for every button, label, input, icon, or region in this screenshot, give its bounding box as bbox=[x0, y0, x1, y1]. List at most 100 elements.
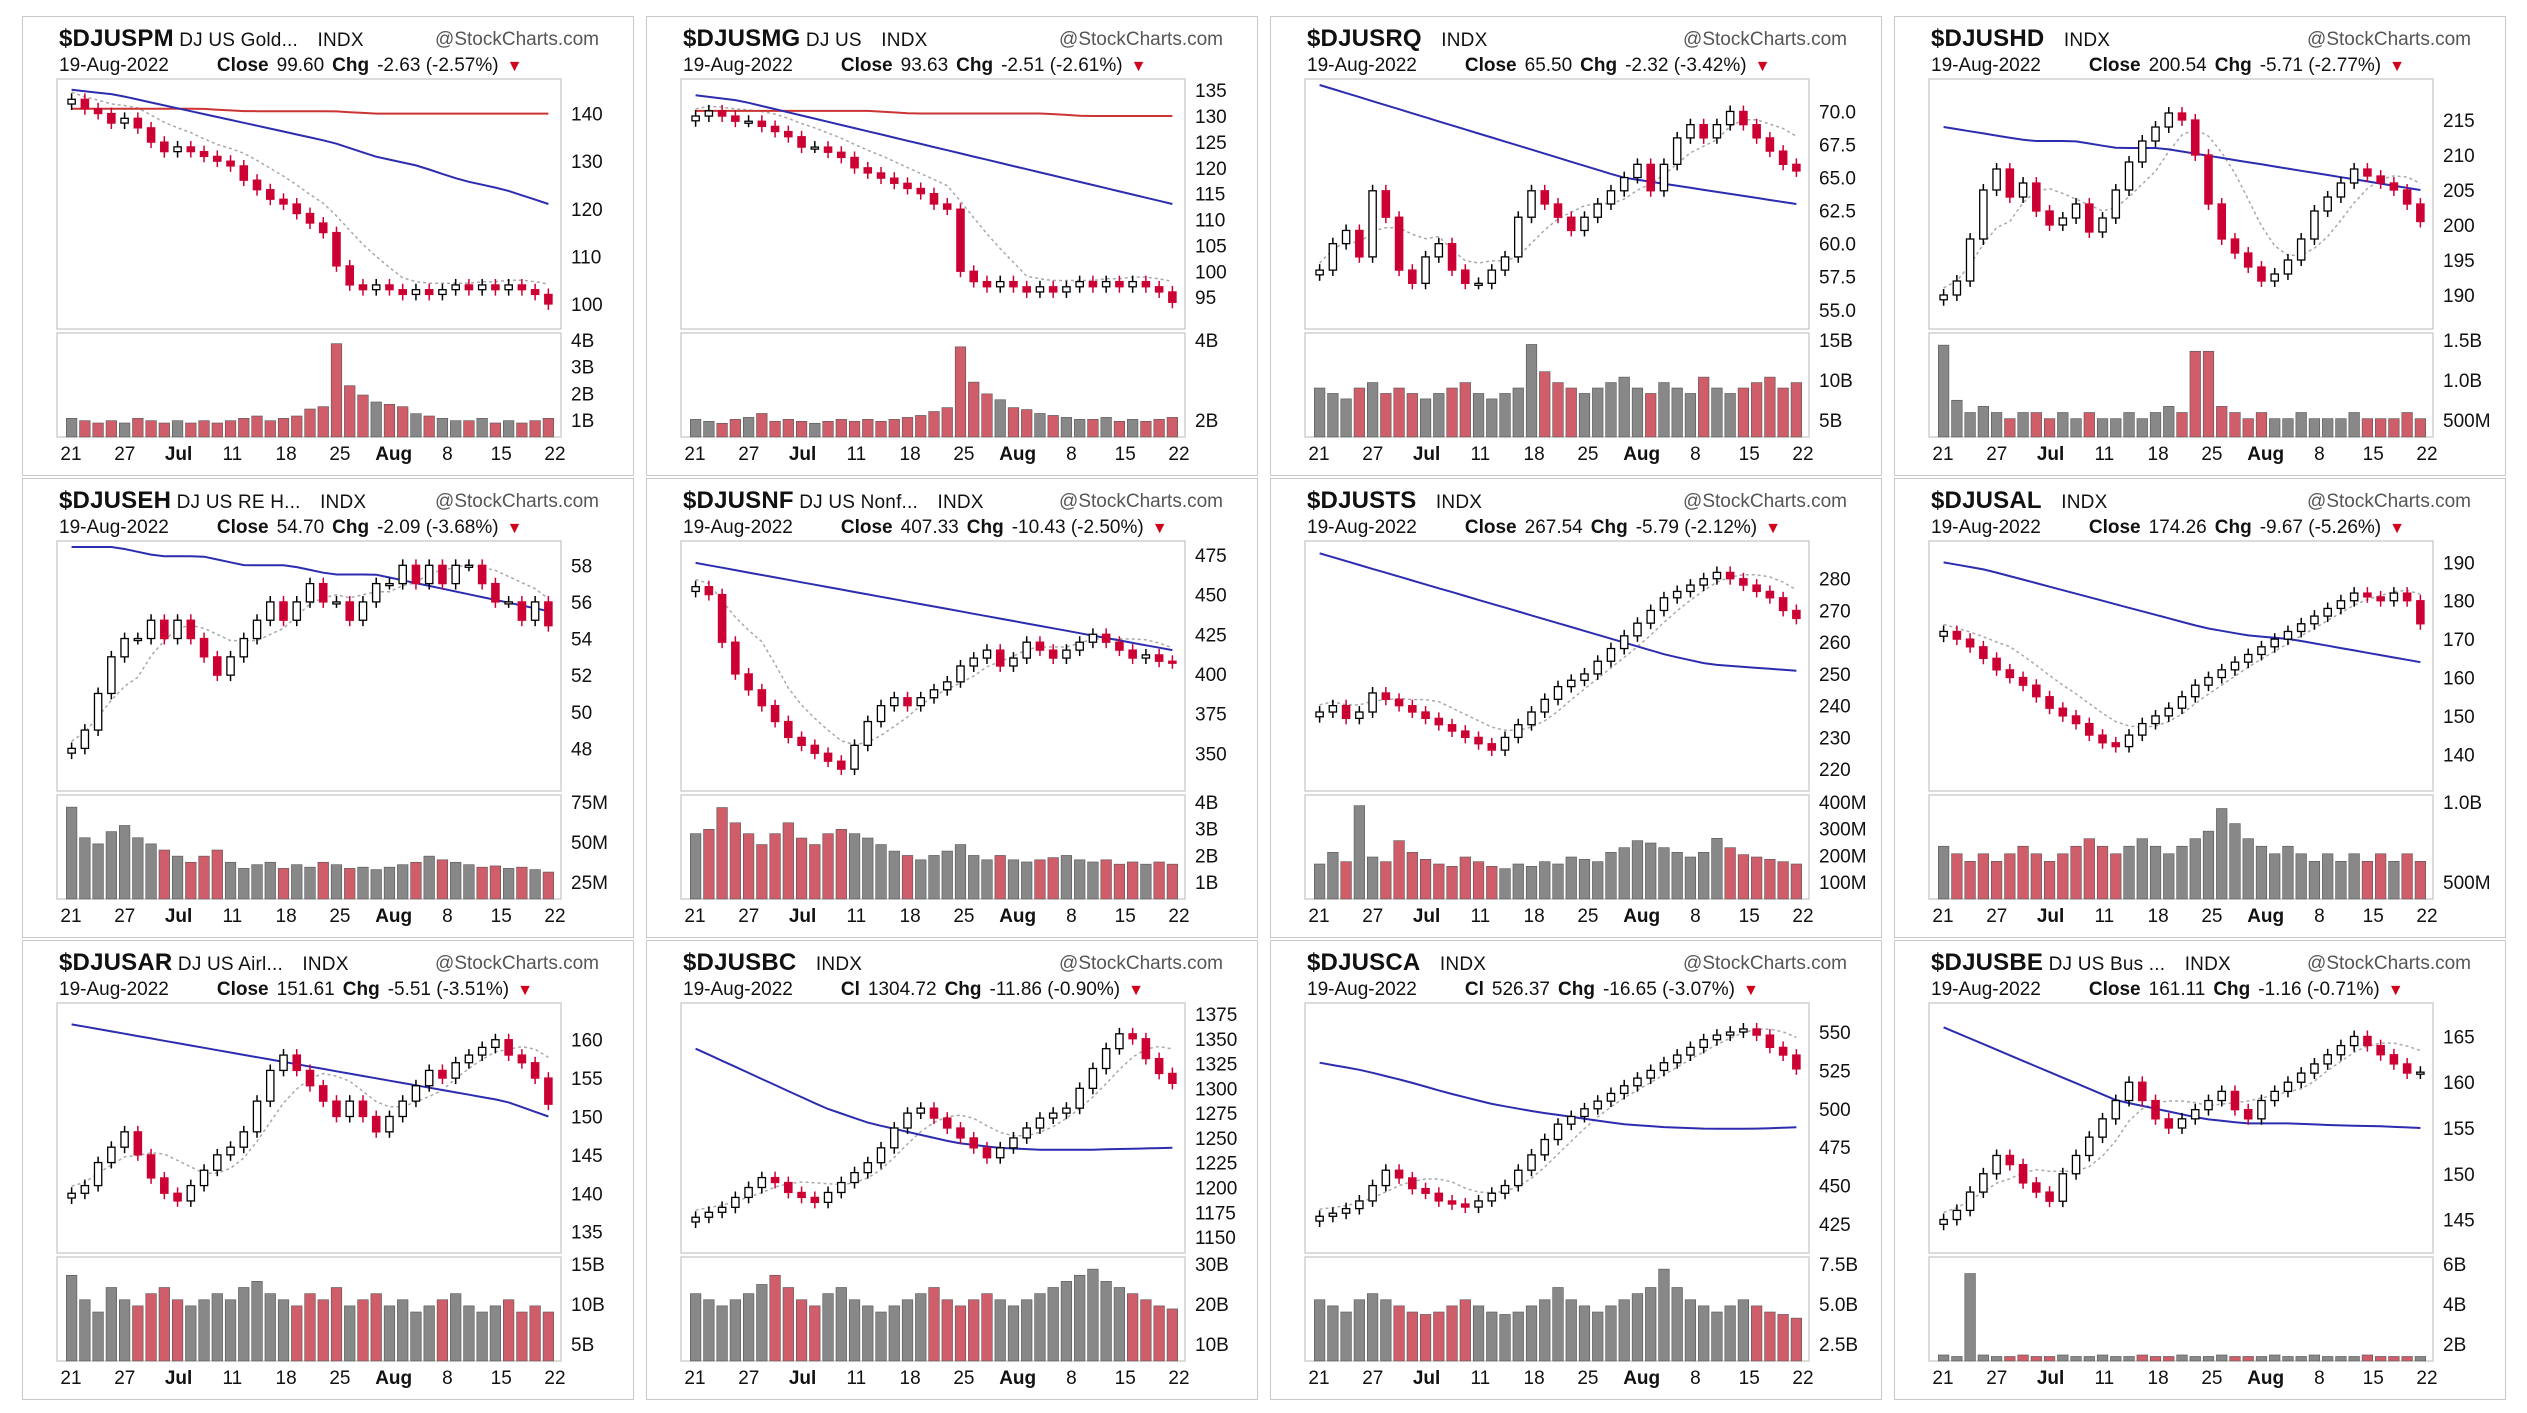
price-plot-frame bbox=[1304, 540, 1810, 792]
volume-tick-label: 100M bbox=[1819, 873, 1867, 894]
candle-body bbox=[2296, 623, 2306, 633]
symbol-title[interactable]: $DJUSAL INDX bbox=[1931, 487, 2107, 515]
volume-bar bbox=[1446, 387, 1458, 438]
x-tick-label: Jul bbox=[1413, 444, 1440, 465]
volume-bar bbox=[516, 422, 528, 438]
candle-body bbox=[2402, 189, 2412, 205]
volume-bar bbox=[2083, 838, 2095, 900]
candle-body bbox=[491, 1039, 500, 1049]
candle-body bbox=[1540, 190, 1550, 205]
volume-bar bbox=[1393, 1305, 1405, 1362]
candle-body bbox=[691, 1216, 700, 1223]
volume-bar bbox=[729, 822, 741, 900]
candle-body bbox=[292, 1054, 302, 1072]
candle-body bbox=[2283, 259, 2293, 275]
chg-label: Chg bbox=[956, 55, 994, 76]
chart-panel-djusbe[interactable]: $DJUSBE DJ US Bus ... INDX @StockCharts.c… bbox=[1894, 940, 2506, 1400]
volume-bar bbox=[1724, 1305, 1736, 1362]
index-type: INDX bbox=[2058, 30, 2111, 51]
chart-panel-djusmg[interactable]: $DJUSMG DJ US INDX @StockCharts.com 19-Aug… bbox=[646, 16, 1258, 476]
volume-bar bbox=[1552, 1287, 1564, 1362]
symbol-title[interactable]: $DJUSBC INDX bbox=[683, 949, 862, 977]
candle-body bbox=[889, 177, 899, 184]
symbol-title[interactable]: $DJUSBE DJ US Bus ... INDX bbox=[1931, 949, 2231, 977]
volume-bar bbox=[370, 401, 382, 438]
candle-body bbox=[2389, 1054, 2399, 1065]
volume-bar bbox=[2308, 861, 2321, 900]
x-tick-label: 22 bbox=[2416, 1368, 2437, 1389]
candle-body bbox=[2071, 203, 2081, 219]
x-tick-label: Aug bbox=[999, 1368, 1036, 1389]
chart-panel-djusbc[interactable]: $DJUSBC INDX @StockCharts.com 19-Aug-2022 C… bbox=[646, 940, 1258, 1400]
chart-panel-djuseh[interactable]: $DJUSEH DJ US RE H... INDX @StockCharts.c… bbox=[22, 478, 634, 938]
close-label: Close bbox=[840, 55, 893, 76]
candle-body bbox=[1500, 1184, 1510, 1194]
down-triangle-icon: ▼ bbox=[2389, 58, 2405, 75]
ma50-line bbox=[695, 1047, 1173, 1151]
candle-body bbox=[744, 673, 753, 691]
candle-body bbox=[2270, 273, 2279, 282]
x-tick-label: 15 bbox=[1115, 444, 1136, 465]
x-tick-label: 27 bbox=[114, 906, 135, 927]
symbol-title[interactable]: $DJUSEH DJ US RE H... INDX bbox=[59, 487, 366, 515]
volume-bar bbox=[118, 422, 131, 438]
symbol-title[interactable]: $DJUSAR DJ US Airl... INDX bbox=[59, 949, 349, 977]
price-tick-label: 1275 bbox=[1195, 1104, 1237, 1125]
candle-body bbox=[1434, 717, 1444, 726]
symbol-title[interactable]: $DJUSCA INDX bbox=[1307, 949, 1486, 977]
candle-body bbox=[903, 697, 912, 707]
candle-body bbox=[2363, 1035, 2372, 1047]
candle-body bbox=[2416, 600, 2425, 625]
chart-panel-djusrq[interactable]: $DJUSRQ INDX @StockCharts.com 19-Aug-2022 C… bbox=[1270, 16, 1882, 476]
volume-bar bbox=[1990, 412, 2003, 438]
symbol-title[interactable]: $DJUSNF DJ US Nonf... INDX bbox=[683, 487, 984, 515]
candle-body bbox=[1075, 1087, 1084, 1109]
chart-panel-djusar[interactable]: $DJUSAR DJ US Airl... INDX @StockCharts.c… bbox=[22, 940, 634, 1400]
volume-bar bbox=[1645, 842, 1657, 900]
x-tick-label: 25 bbox=[1577, 906, 1598, 927]
volume-bar bbox=[795, 837, 808, 900]
chart-panel-djusts[interactable]: $DJUSTS INDX @StockCharts.com 19-Aug-2022 C… bbox=[1270, 478, 1882, 938]
volume-bar bbox=[1074, 419, 1086, 438]
symbol-title[interactable]: $DJUSPM DJ US Gold... INDX bbox=[59, 25, 364, 53]
candle-body bbox=[810, 744, 820, 754]
symbol-title[interactable]: $DJUSTS INDX bbox=[1307, 487, 1482, 515]
price-tick-label: 250 bbox=[1819, 665, 1851, 686]
symbol: $DJUSBC bbox=[683, 949, 797, 976]
symbol-title[interactable]: $DJUSHD INDX bbox=[1931, 25, 2110, 53]
symbol-title[interactable]: $DJUSRQ INDX bbox=[1307, 25, 1487, 53]
x-tick-label: 8 bbox=[1690, 444, 1701, 465]
chart-panel-djushd[interactable]: $DJUSHD INDX @StockCharts.com 19-Aug-2022 C… bbox=[1894, 16, 2506, 476]
x-tick-label: Aug bbox=[1623, 906, 1660, 927]
candlestick-chart: 550 525 500 475 450 425 7.5B 5.0B 2.5B 21 27 Jul 11 1… bbox=[1304, 1002, 1858, 1389]
candle-body bbox=[1566, 216, 1576, 232]
candle-body bbox=[1368, 1184, 1377, 1202]
candle-body bbox=[2045, 696, 2054, 709]
volume-bar bbox=[915, 415, 927, 438]
candle-body bbox=[318, 1085, 328, 1102]
x-tick-label: Jul bbox=[165, 906, 192, 927]
candle-body bbox=[995, 649, 1005, 667]
stockcharts-brand: @StockCharts.com bbox=[435, 491, 599, 512]
volume-bar bbox=[1645, 393, 1657, 438]
candle-body bbox=[213, 656, 222, 676]
candle-body bbox=[1461, 730, 1470, 739]
candle-body bbox=[2336, 600, 2346, 610]
symbol-title[interactable]: $DJUSMG DJ US INDX bbox=[683, 25, 928, 53]
price-tick-label: 140 bbox=[571, 105, 603, 126]
ma20-line bbox=[695, 578, 1173, 746]
chart-panel-djusca[interactable]: $DJUSCA INDX @StockCharts.com 19-Aug-2022 C… bbox=[1270, 940, 1882, 1400]
chart-panel-djuspm[interactable]: $DJUSPM DJ US Gold... INDX @StockCharts.c… bbox=[22, 16, 634, 476]
chart-panel-djusal[interactable]: $DJUSAL INDX @StockCharts.com 19-Aug-2022 C… bbox=[1894, 478, 2506, 938]
price-plot-frame bbox=[1304, 78, 1810, 330]
price-tick-label: 425 bbox=[1195, 625, 1227, 646]
ma20-line bbox=[1319, 118, 1797, 264]
candle-body bbox=[1979, 1173, 1988, 1193]
price-tick-label: 375 bbox=[1195, 705, 1227, 726]
volume-bar bbox=[1512, 1311, 1524, 1362]
volume-bar bbox=[489, 1305, 502, 1362]
chart-panel-djusnf[interactable]: $DJUSNF DJ US Nonf... INDX @StockCharts.c… bbox=[646, 478, 1258, 938]
volume-bar bbox=[1127, 1293, 1139, 1362]
volume-bar bbox=[2176, 412, 2188, 438]
volume-bar bbox=[782, 1287, 794, 1362]
